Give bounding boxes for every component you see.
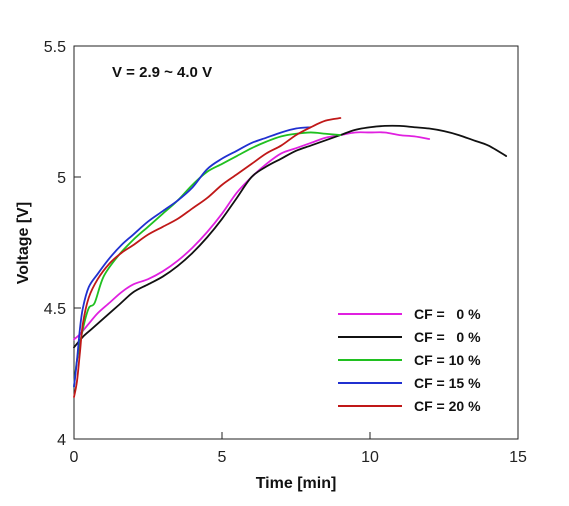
legend-label-4: CF = 15 %	[414, 375, 481, 391]
series-line-1	[73, 131, 431, 341]
x-tick-label: 0	[70, 449, 79, 466]
y-tick-label: 5	[57, 170, 66, 187]
legend-label-2: CF = 0 %	[414, 329, 481, 345]
y-tick-label: 4.5	[44, 301, 66, 318]
series-layer	[73, 117, 508, 398]
legend-label-5: CF = 20 %	[414, 398, 481, 414]
x-tick-label: 10	[361, 449, 379, 466]
x-axis-label: Time [min]	[256, 475, 337, 492]
x-tick-label: 15	[509, 449, 527, 466]
y-tick-label: 4	[57, 432, 66, 449]
y-tick-label: 5.5	[44, 39, 66, 56]
series-line-4	[73, 126, 312, 388]
legend-label-3: CF = 10 %	[414, 352, 481, 368]
y-axis-label: Voltage [V]	[15, 202, 32, 284]
voltage-range-annotation: V = 2.9 ~ 4.0 V	[112, 64, 212, 81]
legend-label-1: CF = 0 %	[414, 306, 481, 322]
series-line-2	[73, 124, 508, 349]
plot-area: 0 5 10 15 4 4.5 5 5.5	[44, 39, 527, 466]
x-tick-label: 5	[218, 449, 227, 466]
ticks-layer: 0 5 10 15 4 4.5 5 5.5	[44, 39, 527, 466]
series-line-5	[73, 117, 342, 398]
series-line-3	[73, 131, 342, 388]
legend: CF = 0 % CF = 0 % CF = 10 % CF = 15 % CF = 2…	[338, 306, 481, 414]
plot-frame	[73, 45, 519, 440]
